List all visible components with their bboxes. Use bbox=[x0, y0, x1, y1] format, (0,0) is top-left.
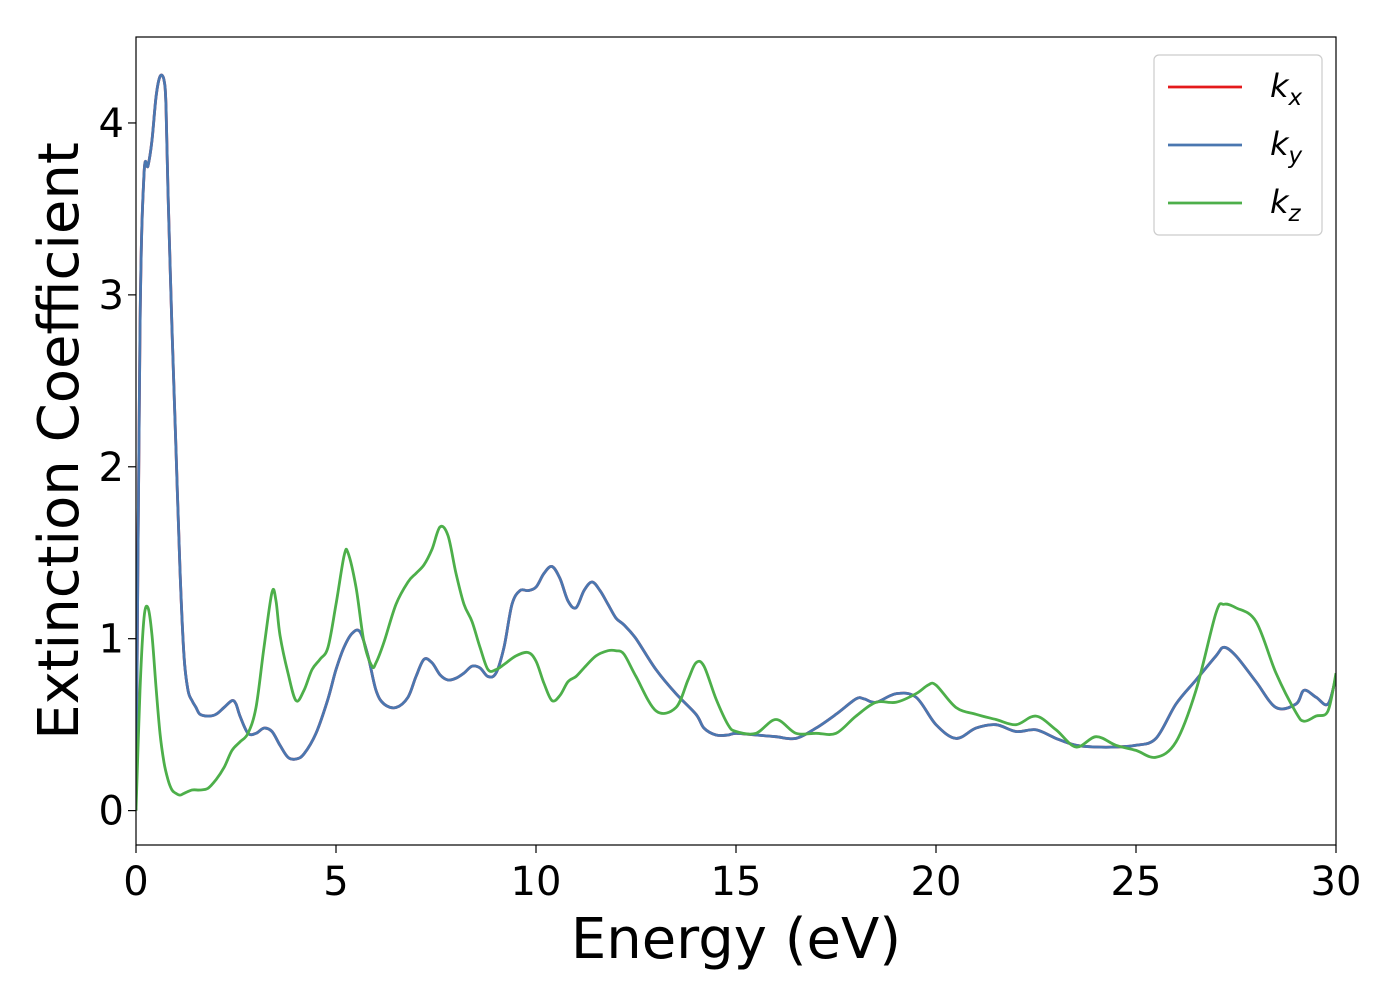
x-tick-label: 30 bbox=[1311, 859, 1362, 905]
x-axis-title: Energy (eV) bbox=[571, 907, 901, 972]
series-line-ky bbox=[136, 73, 1336, 811]
legend: kx ky kz bbox=[1153, 54, 1323, 236]
plot-lines bbox=[136, 73, 1336, 811]
x-tick-label: 15 bbox=[711, 859, 762, 905]
y-tick-label: 2 bbox=[99, 445, 124, 491]
x-tick-label: 5 bbox=[323, 859, 348, 905]
y-tick-label: 3 bbox=[99, 273, 124, 319]
x-tick-label: 10 bbox=[511, 859, 562, 905]
series-line-kz bbox=[136, 524, 1336, 811]
axis-ticks: 0 5 10 15 20 25 30 0 1 2 3 4 bbox=[99, 101, 1362, 905]
y-tick-label: 0 bbox=[99, 789, 124, 835]
legend-label-kz: kz bbox=[1270, 183, 1302, 227]
y-tick-label: 1 bbox=[99, 617, 124, 663]
x-tick-label: 0 bbox=[123, 859, 148, 905]
legend-label-kx: kx bbox=[1270, 67, 1303, 111]
y-tick-label: 4 bbox=[99, 101, 124, 147]
x-tick-label: 25 bbox=[1111, 859, 1162, 905]
y-axis-title: Extinction Coefficient bbox=[27, 142, 92, 740]
legend-label-ky: ky bbox=[1270, 125, 1303, 169]
x-tick-label: 20 bbox=[911, 859, 962, 905]
